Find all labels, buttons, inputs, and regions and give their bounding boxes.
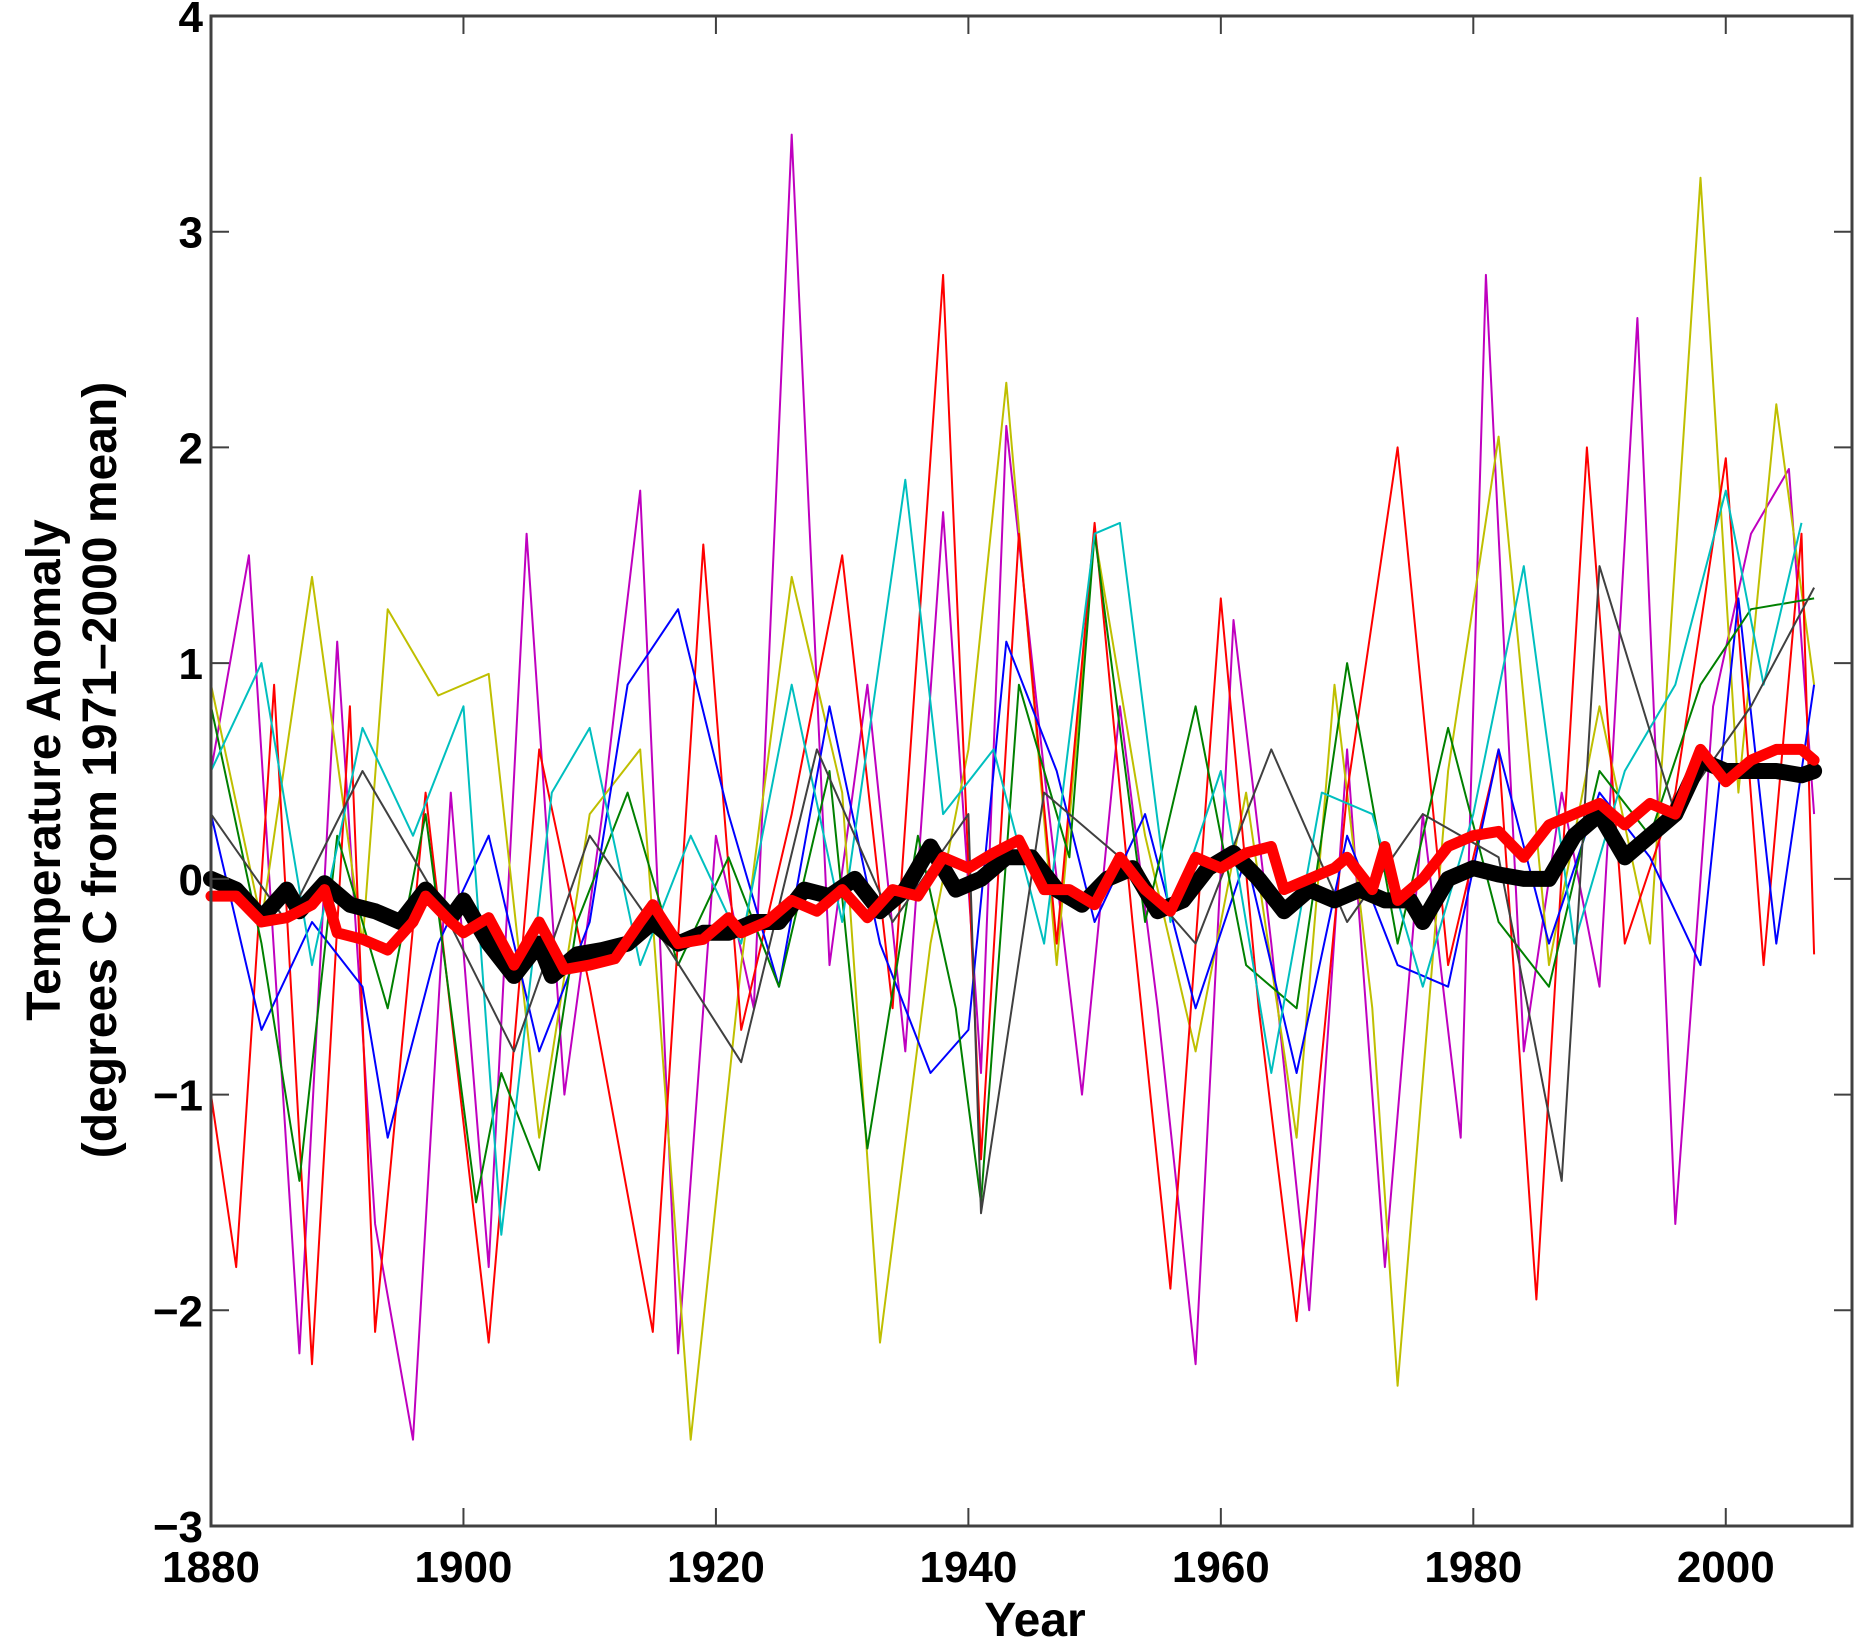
y-axis-title-line1: Temperature Anomaly	[18, 519, 71, 1021]
red-mean-line	[205, 743, 1820, 975]
ticks-group	[210, 15, 1852, 1527]
station-series-line-4	[210, 597, 1816, 1139]
y-tick-label: 1	[179, 640, 203, 689]
x-tick-labels: 1880 1900 1920 1940 1960 1980 2000	[162, 1543, 1775, 1592]
x-axis-title: Year	[984, 1594, 1085, 1646]
black-mean-line	[203, 752, 1823, 984]
station-series-line-5	[210, 532, 1815, 1204]
x-tick-label: 1980	[1424, 1543, 1522, 1592]
x-tick-label: 1880	[162, 1543, 260, 1592]
x-tick-label: 1940	[919, 1543, 1017, 1592]
y-tick-labels: −3 −2 −1 0 1 2 3 4	[153, 0, 204, 1552]
y-axis-title: Temperature Anomaly (degrees C from 1971…	[18, 382, 127, 1158]
y-tick-label: 3	[179, 209, 203, 258]
y-tick-label: −1	[153, 1072, 203, 1121]
x-tick-label: 1920	[667, 1543, 765, 1592]
x-tick-label: 1900	[415, 1543, 513, 1592]
plot-frame	[209, 14, 1854, 1528]
y-axis-title-line2: (degrees C from 1971–2000 mean)	[74, 382, 127, 1158]
station-series-line-3	[210, 273, 1816, 1366]
y-tick-label: −3	[153, 1503, 203, 1552]
mean-series-group	[203, 743, 1823, 984]
y-tick-label: 0	[179, 856, 203, 905]
y-tick-label: −2	[153, 1287, 203, 1336]
y-tick-label: 2	[179, 424, 203, 473]
x-tick-label: 1960	[1172, 1543, 1270, 1592]
x-tick-label: 2000	[1677, 1543, 1775, 1592]
y-tick-label: 4	[179, 0, 204, 42]
station-series-line-7	[210, 565, 1815, 1215]
